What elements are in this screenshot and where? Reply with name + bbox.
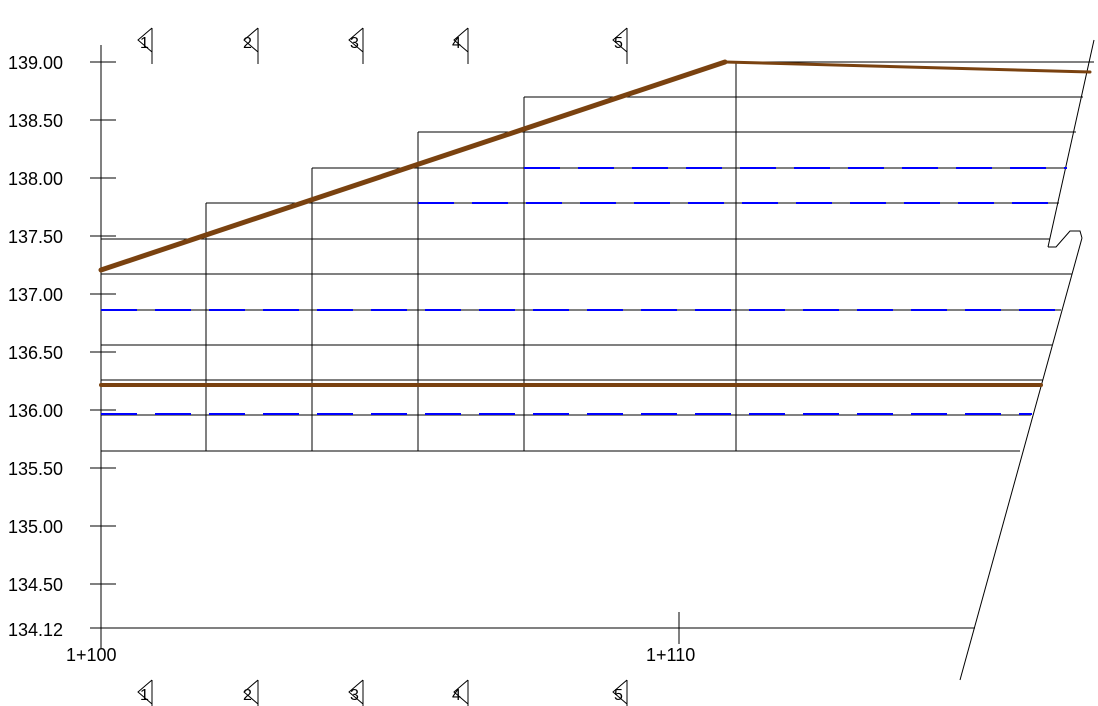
y-label: 138.50 bbox=[8, 111, 63, 131]
section-marker: 4 bbox=[452, 679, 469, 706]
y-axis: 139.00 138.50 138.00 137.50 137.00 136.5… bbox=[8, 45, 116, 648]
svg-text:4: 4 bbox=[452, 35, 461, 52]
ground-surface-line bbox=[98, 59, 728, 273]
section-marker: 4 bbox=[452, 27, 469, 64]
slope-line-upper bbox=[1047, 39, 1095, 248]
layer-lines bbox=[101, 61, 1094, 452]
y-label: 136.50 bbox=[8, 343, 63, 363]
section-marker: 2 bbox=[243, 27, 259, 64]
svg-text:4: 4 bbox=[452, 687, 461, 704]
y-label: 135.00 bbox=[8, 517, 63, 537]
slope-line-lower bbox=[959, 237, 1083, 681]
y-label: 139.00 bbox=[8, 53, 63, 73]
slope-lines bbox=[959, 39, 1095, 681]
ground-lines bbox=[98, 59, 1092, 387]
y-label: 136.00 bbox=[8, 401, 63, 421]
chainage-label: 1+100 bbox=[66, 645, 117, 665]
y-label: 134.12 bbox=[8, 620, 63, 640]
section-marker: 5 bbox=[612, 27, 628, 64]
y-label: 137.00 bbox=[8, 285, 63, 305]
x-axis: 1+100 1+110 bbox=[66, 612, 975, 665]
chainage-label: 1+110 bbox=[646, 645, 695, 665]
svg-text:3: 3 bbox=[350, 687, 359, 704]
section-marker: 3 bbox=[348, 679, 364, 706]
svg-text:1: 1 bbox=[140, 35, 149, 52]
y-label: 134.50 bbox=[8, 575, 63, 595]
section-marker: 1 bbox=[137, 679, 153, 706]
y-label: 137.50 bbox=[8, 227, 63, 247]
svg-text:2: 2 bbox=[243, 687, 252, 704]
slope-notch bbox=[1048, 230, 1083, 248]
section-marker: 2 bbox=[243, 679, 259, 706]
section-markers-bottom: 1 2 3 4 5 bbox=[137, 679, 628, 706]
svg-text:5: 5 bbox=[614, 687, 623, 704]
section-markers-top: 1 2 3 4 5 bbox=[137, 27, 628, 64]
ground-surface-line-right bbox=[723, 60, 1092, 74]
water-lines bbox=[101, 167, 1067, 415]
section-marker: 5 bbox=[612, 679, 628, 706]
svg-text:1: 1 bbox=[140, 687, 149, 704]
svg-text:2: 2 bbox=[243, 35, 252, 52]
y-label: 138.00 bbox=[8, 169, 63, 189]
section-marker: 1 bbox=[137, 27, 153, 64]
svg-text:3: 3 bbox=[350, 35, 359, 52]
svg-text:5: 5 bbox=[614, 35, 623, 52]
section-marker: 3 bbox=[348, 27, 364, 64]
section-lines bbox=[100, 62, 737, 451]
y-label: 135.50 bbox=[8, 459, 63, 479]
